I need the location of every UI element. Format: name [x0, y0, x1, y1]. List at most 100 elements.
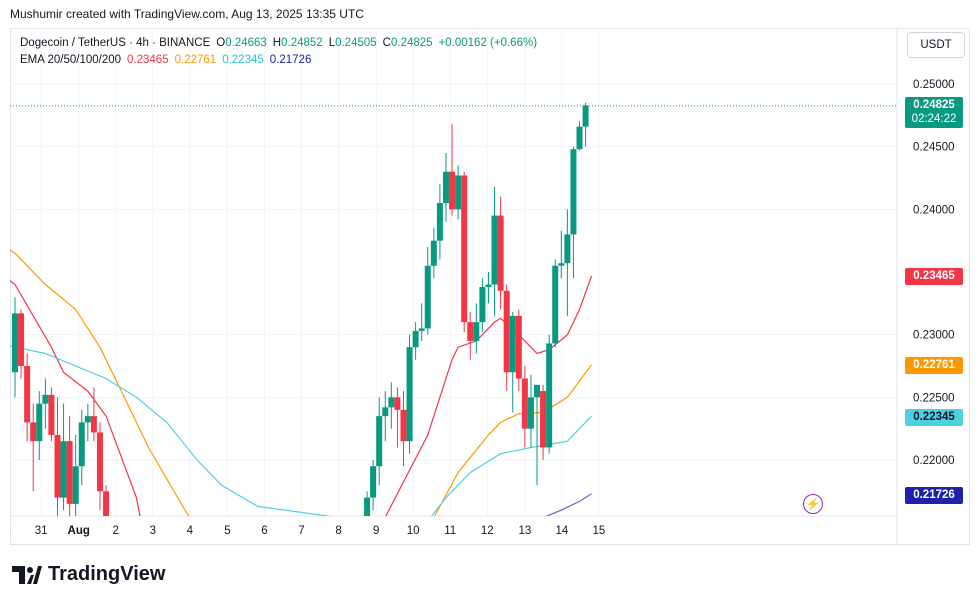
x-tick-label: 6	[261, 525, 267, 537]
candle-body	[509, 315, 516, 373]
ema200-tag: 0.21726	[905, 487, 963, 504]
candle-body	[72, 466, 79, 504]
candle-body	[18, 313, 25, 366]
ema100-value: 0.22345	[222, 54, 264, 66]
candle-body	[570, 149, 577, 235]
candle-body	[36, 403, 43, 442]
high-value: 0.24852	[281, 37, 323, 49]
candle-body	[412, 330, 419, 348]
candle-body	[90, 416, 97, 433]
candle-body	[527, 397, 534, 429]
candle-body	[546, 343, 553, 448]
candle-body	[521, 378, 528, 429]
candle-body	[582, 105, 589, 127]
candle-body	[485, 284, 492, 288]
last-price-value: 0.24825	[913, 99, 955, 111]
candle-body	[394, 397, 401, 410]
ema-label[interactable]: EMA 20/50/100/200	[20, 54, 122, 66]
candle-body	[436, 203, 443, 241]
candle-body	[376, 416, 383, 467]
symbol-title[interactable]: Dogecoin / TetherUS · 4h · BINANCE	[20, 37, 211, 49]
close-label: C	[382, 37, 391, 49]
ema-line-100	[10, 345, 593, 516]
x-tick-label: 9	[373, 525, 379, 537]
candle-body	[473, 322, 480, 341]
open-label: O	[216, 37, 226, 49]
ema-line-20	[10, 275, 593, 516]
candle-body	[12, 313, 18, 373]
y-tick-label: 0.22500	[913, 392, 955, 404]
x-tick-label: 15	[593, 525, 606, 537]
candle-body	[540, 391, 547, 448]
candle-body	[424, 265, 431, 329]
x-tick-label: 31	[35, 525, 48, 537]
price-chart[interactable]: 0.25000 0.24500 0.24000 0.23000 0.22500 0.220…	[10, 28, 970, 545]
x-tick-label: 5	[224, 525, 230, 537]
x-tick-label: 10	[407, 525, 420, 537]
ema-line-200	[545, 493, 592, 516]
y-tick-label: 0.25000	[913, 79, 955, 91]
x-tick-label: 8	[335, 525, 341, 537]
candle-body	[564, 234, 571, 264]
candle-body	[66, 441, 73, 504]
y-tick-label: 0.22000	[913, 455, 955, 467]
candle-body	[42, 394, 49, 404]
y-tick-label: 0.24500	[913, 142, 955, 154]
x-tick-label: 7	[298, 525, 304, 537]
chart-caption: Mushumir created with TradingView.com, A…	[10, 7, 364, 21]
candle-body	[503, 290, 510, 373]
currency-button[interactable]: USDT	[907, 32, 965, 58]
plot-area	[10, 102, 593, 516]
tradingview-logo[interactable]: TradingView	[12, 563, 165, 586]
candle-body	[515, 315, 522, 379]
last-price-tag: 0.24825 02:24:22	[905, 97, 963, 128]
candle-body	[534, 384, 541, 398]
candle-body	[455, 175, 462, 210]
x-tick-label: 12	[481, 525, 494, 537]
candle-body	[84, 416, 91, 423]
ema20-value: 0.23465	[127, 54, 169, 66]
tradingview-logo-icon	[12, 565, 42, 584]
x-tick-label: 11	[444, 525, 456, 537]
ema20-tag: 0.23465	[905, 268, 963, 285]
candle-body	[364, 497, 371, 516]
candle-body	[552, 265, 559, 344]
candle-body	[30, 422, 37, 442]
candle-body	[418, 328, 425, 331]
ema100-tag: 0.22345	[905, 409, 963, 426]
x-tick-label: 2	[113, 525, 119, 537]
x-tick-label: 14	[556, 525, 569, 537]
candle-body	[78, 422, 85, 467]
chart-legend: Dogecoin / TetherUS · 4h · BINANCE O0.24…	[20, 35, 537, 69]
candle-body	[479, 287, 486, 323]
countdown-value: 02:24:22	[911, 113, 957, 125]
change-value: +0.00162 (+0.66%)	[438, 37, 538, 49]
candle-body	[491, 215, 498, 285]
x-tick-label: 3	[150, 525, 156, 537]
candle-body	[467, 322, 474, 341]
logo-text: TradingView	[48, 563, 166, 585]
lightning-icon[interactable]: ⚡	[803, 494, 823, 514]
low-label: L	[328, 37, 336, 49]
candle-body	[48, 394, 55, 435]
high-label: H	[272, 37, 282, 49]
open-value: 0.24663	[225, 37, 267, 49]
candle-body	[103, 491, 110, 516]
candle-body	[60, 441, 67, 498]
low-value: 0.24505	[335, 37, 377, 49]
x-tick-label: Aug	[68, 525, 90, 537]
x-tick-label: 4	[187, 525, 194, 537]
y-tick-label: 0.23000	[913, 330, 955, 342]
candle-body	[461, 175, 468, 323]
candle-body	[370, 466, 377, 498]
ema200-value: 0.21726	[269, 54, 312, 66]
candle-body	[430, 240, 437, 266]
y-tick-label: 0.24000	[913, 204, 955, 216]
candle-body	[400, 409, 407, 442]
x-tick-label: 13	[518, 525, 531, 537]
candle-body	[449, 171, 456, 210]
candle-body	[558, 263, 565, 266]
candle-body	[96, 432, 103, 492]
candle-body	[388, 397, 395, 408]
candle-body	[576, 126, 583, 150]
